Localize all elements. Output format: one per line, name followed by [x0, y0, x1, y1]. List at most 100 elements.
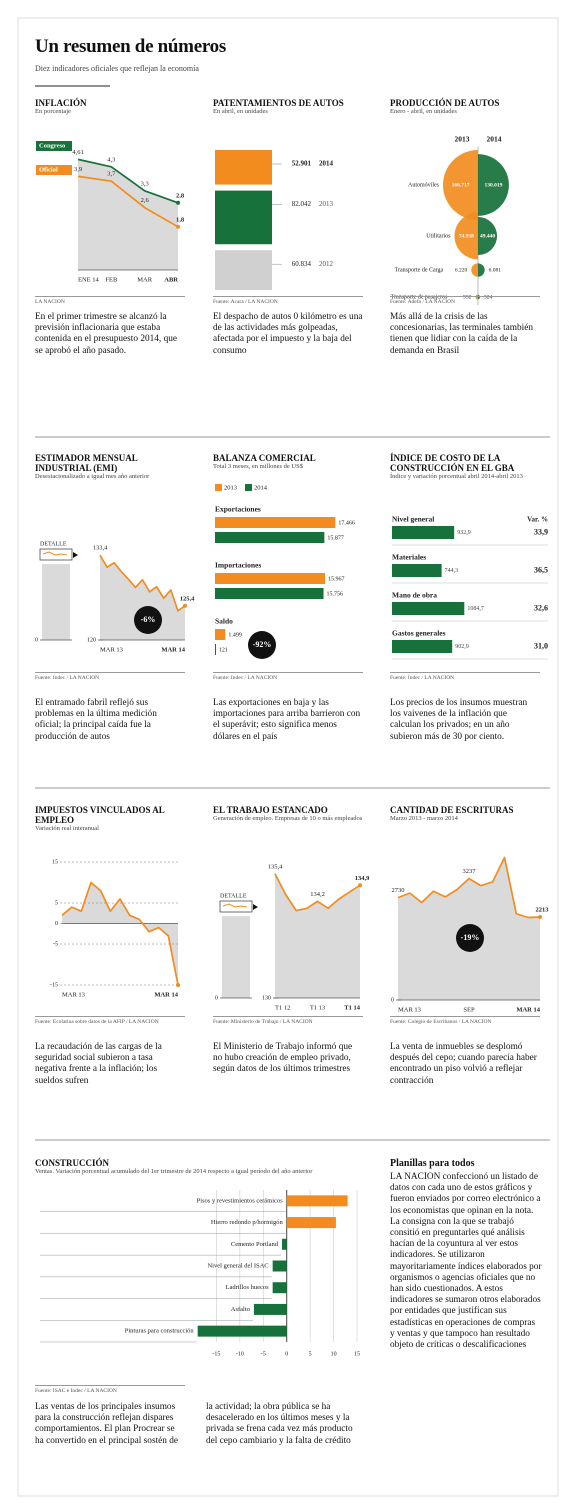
- value-label: 135,4: [268, 863, 283, 870]
- x-tick-label: 15: [354, 1351, 360, 1357]
- badge: [456, 924, 484, 952]
- y-tick-label: -5: [53, 941, 58, 947]
- value-label: 130.019: [485, 182, 503, 188]
- bar: [286, 1217, 336, 1229]
- inset-pointer: [73, 552, 78, 558]
- bar: [197, 1325, 287, 1337]
- panel-title: ÍNDICE DE COSTO DE LA CONSTRUCCIÓN EN EL…: [390, 453, 515, 473]
- badge-label: -19%: [461, 933, 480, 942]
- value-label: 744,3: [445, 568, 459, 574]
- page-title: Un resumen de números: [35, 36, 226, 57]
- panel-title: IMPUESTOS VINCULADOS AL EMPLEO: [35, 805, 165, 825]
- panel-caption: La recaudación de las cargas de la segur…: [35, 1042, 162, 1086]
- x-tick-label: MAR 14: [516, 1006, 540, 1013]
- panel-title: BALANZA COMERCIAL: [213, 453, 316, 463]
- panel-header: ÍNDICE DE COSTO DE LA CONSTRUCCIÓN EN EL…: [390, 453, 550, 481]
- bar: [215, 517, 336, 528]
- value-label: 3,3: [141, 180, 149, 187]
- value-label: 1.499: [228, 632, 242, 638]
- bar: [215, 190, 272, 245]
- variation-label: 32,6: [534, 603, 548, 612]
- category-label: Pinturas para construcción: [125, 1328, 195, 1335]
- panel-title: CANTIDAD DE ESCRITURAS: [390, 805, 514, 815]
- y-tick-label: 0: [55, 921, 58, 927]
- value-label: 134,2: [310, 891, 325, 898]
- category-label: Exportaciones: [215, 505, 261, 514]
- panel-title: PATENTAMIENTOS DE AUTOS: [213, 98, 344, 108]
- line: [77, 175, 179, 228]
- x-tick-label: 10: [331, 1351, 337, 1357]
- value-label: 15.877: [327, 535, 344, 541]
- inset-tick-label: 0: [215, 995, 218, 1001]
- legend-label: 2013: [224, 484, 237, 491]
- panel-subtitle: Desestacionalizado a igual mes año anter…: [35, 473, 150, 480]
- end-point: [358, 883, 362, 888]
- panel-header: IMPUESTOS VINCULADOS AL EMPLEO Variación …: [35, 805, 195, 833]
- legend-swatch: [245, 484, 252, 491]
- panel-caption: El despacho de autos 0 kilómetro es una …: [213, 312, 363, 356]
- legend-swatch: [215, 484, 222, 491]
- panel-title: EL TRABAJO ESTANCADO: [213, 805, 328, 815]
- bar: [215, 250, 272, 290]
- badge-label: -6%: [141, 615, 156, 624]
- y-tick-label: 0: [391, 997, 394, 1003]
- value-label: 1084,7: [467, 606, 484, 612]
- panel-source: Fuente: Indec / LA NACION: [35, 672, 185, 681]
- x-tick-label: MAR 13: [100, 646, 123, 653]
- category-label: Asfalto: [231, 1306, 250, 1313]
- panel-source: Fuente: ISAC e Indec / LA NACION: [35, 1385, 185, 1394]
- legend-label: Oficial: [39, 166, 58, 173]
- category-label: Transporte de pasajeros: [391, 294, 448, 300]
- inset-bar: [222, 916, 250, 998]
- value-label: 166.717: [452, 182, 470, 188]
- line: [61, 881, 179, 986]
- bar: [392, 602, 465, 615]
- value-label: 17.466: [338, 520, 355, 526]
- end-point: [183, 603, 187, 608]
- x-tick-label: -10: [236, 1351, 244, 1357]
- panel-header: ESTIMADOR MENSUAL INDUSTRIAL (EMI) Desest…: [35, 453, 195, 481]
- panel-source: Fuente: Indec / LA NACION: [213, 672, 363, 681]
- category-label: Hierro redondo p/hormigón: [211, 1219, 284, 1226]
- inset-bar: [42, 564, 70, 640]
- category-label: Nivel general del ISAC: [207, 1262, 268, 1269]
- bar: [215, 588, 324, 599]
- legend-label: 2014: [487, 135, 502, 144]
- sidebar-title: Planillas para todos: [390, 1158, 475, 1169]
- panel-caption: El entramado fabril reflejó sus problema…: [35, 698, 157, 742]
- x-tick-label: SEP: [463, 1006, 475, 1013]
- panel-title: ESTIMADOR MENSUAL INDUSTRIAL (EMI): [35, 453, 138, 473]
- bar: [272, 1260, 287, 1272]
- panel-header: CANTIDAD DE ESCRITURAS Marzo 2013 - marzo…: [390, 805, 550, 823]
- badge-label: -92%: [253, 640, 272, 649]
- end-point: [176, 983, 180, 987]
- panel-subtitle: Generación de empleo. Empresas de 10 o m…: [213, 815, 363, 822]
- value-label: 2213: [536, 906, 550, 913]
- panel-source: LA NACION: [35, 296, 185, 305]
- x-tick-label: MAR 13: [62, 991, 85, 998]
- x-tick-label: MAR 13: [398, 1006, 421, 1013]
- bar: [215, 644, 216, 655]
- bubble: [475, 294, 478, 300]
- x-tick-label: ABR: [164, 276, 178, 283]
- category-label: Materiales: [392, 553, 426, 562]
- value-label: 15.967: [328, 576, 345, 582]
- value-label: 2730: [392, 887, 405, 894]
- panel-header: INFLACIÓN En porcentaje: [35, 98, 195, 116]
- category-label: Cemento Portland: [231, 1241, 279, 1248]
- bubble: [478, 263, 485, 277]
- value-label: 3,9: [74, 166, 82, 173]
- value-label: 6.220: [455, 267, 468, 273]
- value-label: 3237: [463, 868, 477, 875]
- line: [99, 554, 186, 612]
- value-label: 2,6: [141, 197, 150, 204]
- bubble: [478, 154, 509, 216]
- category-label: 2014: [319, 160, 334, 168]
- line: [274, 873, 361, 912]
- value-label: 932,9: [457, 530, 471, 536]
- category-label: Automóviles: [408, 182, 440, 188]
- panel-subtitle: Variación real interanual: [35, 825, 99, 832]
- panel-header: BALANZA COMERCIAL Total 3 meses, en millo…: [213, 453, 373, 471]
- panel-caption: Los precios de los insumos muestran los …: [390, 698, 528, 742]
